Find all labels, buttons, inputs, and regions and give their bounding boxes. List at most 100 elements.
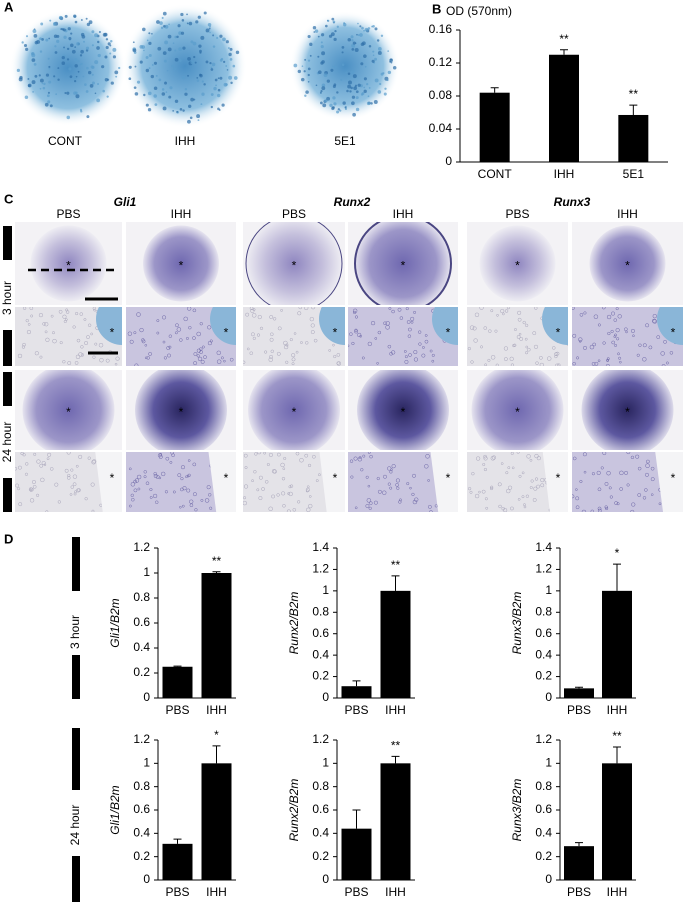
y-tick-label: 0 (143, 690, 150, 704)
y-tick-label: 0.04 (429, 121, 453, 135)
stain-dot (139, 45, 144, 49)
stain-dot (363, 89, 367, 93)
cell (46, 457, 50, 461)
cell (519, 337, 524, 341)
image-round: * (126, 222, 236, 305)
cell (308, 495, 312, 498)
stain-dot (82, 75, 85, 78)
cell (187, 307, 192, 311)
cell (164, 490, 168, 494)
cell (166, 346, 171, 350)
cell (597, 506, 602, 511)
x-tick-label: IHH (206, 703, 227, 717)
stain-dot (102, 89, 105, 93)
stain-dot (90, 65, 94, 69)
stain-dot (342, 101, 346, 105)
stain-dot (227, 47, 230, 50)
cell (79, 312, 84, 316)
cell (47, 452, 52, 457)
cell (530, 479, 534, 483)
cell (614, 343, 618, 347)
stain-dot (201, 92, 205, 96)
cell (484, 363, 487, 366)
error-bar (629, 104, 638, 115)
panel-label: B (432, 1, 441, 16)
cell (72, 325, 76, 329)
stain-dot (317, 35, 320, 38)
stain-dot (293, 63, 298, 68)
cell (305, 489, 309, 493)
stain-dot (114, 70, 119, 75)
chart-title: OD (570nm) (446, 4, 512, 18)
stain-dot (201, 80, 204, 83)
significance: * (615, 546, 620, 560)
cell (307, 463, 312, 468)
cell (180, 465, 185, 470)
cell (45, 337, 50, 342)
stain-dot (307, 80, 310, 83)
stain-dot (91, 30, 95, 34)
cell (408, 353, 412, 357)
asterisk: * (625, 259, 630, 273)
stain-dot (217, 88, 221, 92)
cell (478, 490, 481, 494)
stain-dot (320, 89, 323, 93)
cell (182, 486, 187, 491)
stain-dot (33, 33, 38, 38)
cell (601, 307, 606, 310)
cell (196, 354, 200, 358)
stain-dot (189, 116, 193, 120)
asterisk: * (333, 326, 338, 340)
stain-dot (178, 59, 182, 62)
cell (358, 456, 362, 459)
stain-dot (148, 67, 151, 70)
error-bar (613, 746, 621, 764)
cell (229, 357, 234, 362)
cell (367, 484, 371, 488)
stain-dot (182, 46, 186, 50)
stain-dot (355, 107, 360, 112)
stain-dot (167, 34, 172, 39)
cell (509, 356, 514, 361)
stain-dot (364, 27, 369, 32)
cell (208, 493, 212, 497)
cell (245, 312, 250, 317)
cell (495, 363, 499, 366)
time-label: 24 hour (0, 422, 14, 463)
cell (496, 314, 499, 317)
stain-dot (104, 55, 108, 59)
image-round: * (243, 222, 345, 305)
asterisk: * (292, 259, 297, 273)
cell (72, 474, 78, 479)
stain-dot (73, 58, 78, 62)
cell (250, 332, 255, 337)
stain-dot (354, 42, 357, 44)
cell (490, 485, 494, 489)
cell (196, 331, 201, 337)
cell (418, 330, 422, 334)
cell (396, 486, 400, 490)
asterisk: * (625, 405, 630, 419)
cell (524, 337, 528, 341)
edge (430, 452, 458, 512)
bar (549, 54, 579, 162)
cell (291, 353, 296, 358)
cell (644, 472, 649, 477)
cell (295, 350, 299, 354)
stain-dot (53, 75, 56, 78)
y-tick-label: 0.12 (429, 55, 453, 69)
condition-label: PBS (282, 207, 306, 221)
cell (328, 349, 331, 352)
stain-dot (225, 65, 228, 67)
stain-dot (216, 36, 219, 39)
cell (579, 479, 583, 484)
cell (99, 358, 104, 363)
y-tick-label: 0.8 (133, 779, 150, 793)
gene-name: Runx3 (554, 195, 591, 209)
stain-dot (349, 90, 352, 93)
stain-dot (147, 91, 152, 96)
significance: ** (391, 558, 401, 572)
stain-dot (178, 47, 183, 52)
stain-dot (323, 73, 328, 78)
